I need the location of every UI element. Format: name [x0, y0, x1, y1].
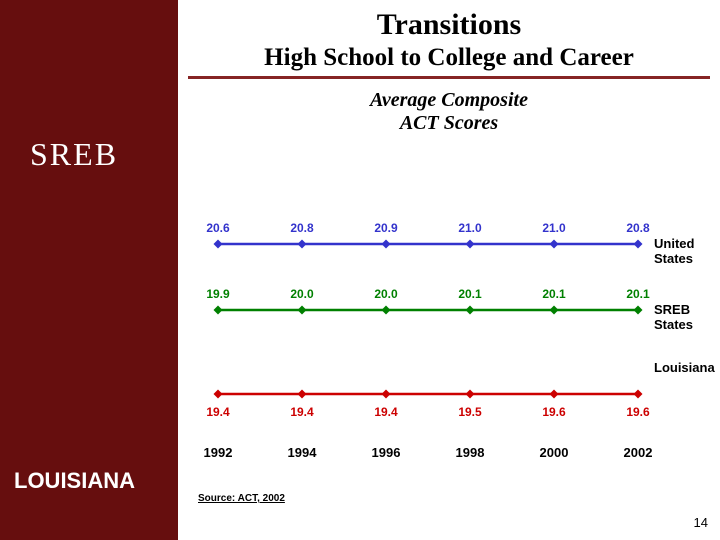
svg-text:19.4: 19.4 [290, 405, 314, 419]
svg-text:19.5: 19.5 [458, 405, 482, 419]
svg-text:20.0: 20.0 [290, 287, 314, 301]
svg-text:20.1: 20.1 [458, 287, 482, 301]
act-scores-chart: 20.6 20.8 20.9 21.0 21.0 20.8 19.9 20.0 20.0 20.1… [198, 176, 698, 436]
sidebar: SREB LOUISIANA [0, 0, 178, 540]
x-tick: 1994 [288, 445, 317, 460]
x-tick: 1996 [372, 445, 401, 460]
svg-text:21.0: 21.0 [542, 221, 566, 235]
x-tick: 2002 [624, 445, 653, 460]
svg-text:19.9: 19.9 [206, 287, 230, 301]
svg-text:20.8: 20.8 [290, 221, 314, 235]
page-number: 14 [694, 515, 708, 530]
svg-text:19.6: 19.6 [626, 405, 650, 419]
series-label: SREB States [654, 302, 720, 332]
x-tick: 1992 [204, 445, 233, 460]
series-label: Louisiana [654, 360, 715, 375]
subtitle: Average Composite ACT Scores [178, 89, 720, 135]
sreb-logo: SREB [30, 136, 118, 173]
svg-text:20.1: 20.1 [626, 287, 650, 301]
state-label: LOUISIANA [14, 468, 135, 494]
title-line1: Transitions [178, 8, 720, 42]
title-line2: High School to College and Career [178, 44, 720, 72]
source-citation: Source: ACT, 2002 [198, 493, 285, 504]
content-area: Transitions High School to College and C… [178, 0, 720, 540]
svg-text:19.4: 19.4 [206, 405, 230, 419]
svg-text:20.9: 20.9 [374, 221, 398, 235]
title-underline [188, 76, 710, 79]
x-tick: 1998 [456, 445, 485, 460]
svg-text:21.0: 21.0 [458, 221, 482, 235]
svg-text:20.1: 20.1 [542, 287, 566, 301]
svg-text:20.0: 20.0 [374, 287, 398, 301]
svg-text:20.8: 20.8 [626, 221, 650, 235]
x-tick: 2000 [540, 445, 569, 460]
svg-text:20.6: 20.6 [206, 221, 230, 235]
svg-text:19.4: 19.4 [374, 405, 398, 419]
series-label: United States [654, 236, 720, 266]
svg-text:19.6: 19.6 [542, 405, 566, 419]
